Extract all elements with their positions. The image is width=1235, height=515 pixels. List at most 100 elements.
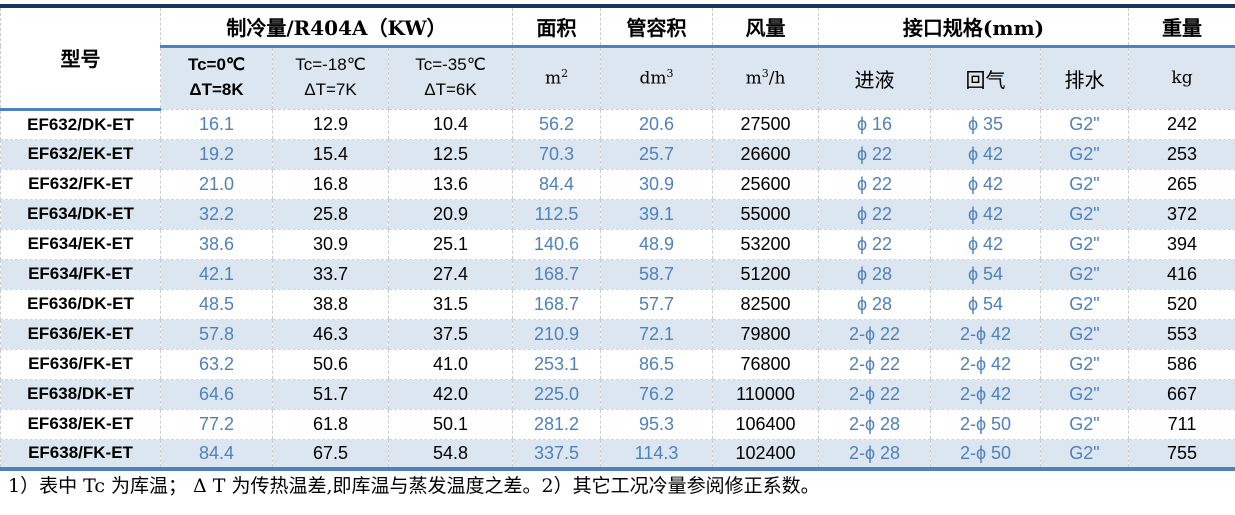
table-body: EF632/DK-ET 16.1 12.9 10.4 56.2 20.6 275…: [1, 109, 1235, 469]
drain-cell: G2": [1041, 259, 1129, 289]
cooling-tc35-cell: 54.8: [389, 439, 513, 469]
liquid-inlet-cell: 2-ϕ 28: [819, 409, 931, 439]
tube-unit-base: dm: [639, 69, 666, 89]
model-cell: EF638/DK-ET: [1, 379, 161, 409]
cooling-tc35-cell: 13.6: [389, 169, 513, 199]
model-cell: EF634/EK-ET: [1, 229, 161, 259]
area-unit-base: m: [545, 69, 561, 89]
gas-return-cell: ϕ 42: [931, 169, 1041, 199]
col-header-weight: 重量: [1129, 6, 1235, 46]
cooling-tc35-cell: 50.1: [389, 409, 513, 439]
drain-cell: G2": [1041, 439, 1129, 469]
liquid-inlet-cell: ϕ 22: [819, 169, 931, 199]
area-cell: 337.5: [513, 439, 601, 469]
subheader-air-flow-unit: m3/h: [713, 46, 819, 109]
cooling-tc0-cell: 21.0: [161, 169, 273, 199]
col-header-air-flow: 风量: [713, 6, 819, 46]
table-row: EF638/DK-ET 64.6 51.7 42.0 225.0 76.2 11…: [1, 379, 1235, 409]
cooling-tc0-cell: 48.5: [161, 289, 273, 319]
table-row: EF636/FK-ET 63.2 50.6 41.0 253.1 86.5 76…: [1, 349, 1235, 379]
tube-volume-cell: 114.3: [601, 439, 713, 469]
col-header-area: 面积: [513, 6, 601, 46]
cooling-tc18-cell: 12.9: [273, 109, 389, 139]
drain-cell: G2": [1041, 169, 1129, 199]
area-cell: 210.9: [513, 319, 601, 349]
air-flow-cell: 76800: [713, 349, 819, 379]
table-row: EF634/DK-ET 32.2 25.8 20.9 112.5 39.1 55…: [1, 199, 1235, 229]
cooling-tc35-cell: 25.1: [389, 229, 513, 259]
table-row: EF636/EK-ET 57.8 46.3 37.5 210.9 72.1 79…: [1, 319, 1235, 349]
tc18-line2: ΔT=7K: [275, 78, 386, 103]
cooling-tc35-cell: 37.5: [389, 319, 513, 349]
cooling-tc35-cell: 20.9: [389, 199, 513, 229]
drain-cell: G2": [1041, 139, 1129, 169]
tc18-line1: Tc=-18℃: [275, 53, 386, 78]
model-cell: EF638/FK-ET: [1, 439, 161, 469]
cooling-tc0-cell: 57.8: [161, 319, 273, 349]
subheader-tube-volume-unit: dm3: [601, 46, 713, 109]
drain-cell: G2": [1041, 379, 1129, 409]
liquid-inlet-cell: ϕ 28: [819, 289, 931, 319]
subheader-liquid-inlet: 进液: [819, 46, 931, 109]
col-header-interface-group: 接口规格(mm): [819, 6, 1129, 46]
cooling-tc18-cell: 15.4: [273, 139, 389, 169]
weight-cell: 711: [1129, 409, 1235, 439]
gas-return-cell: ϕ 35: [931, 109, 1041, 139]
gas-return-cell: 2-ϕ 50: [931, 409, 1041, 439]
spec-table: 型号 制冷量/R404A（KW） 面积 管容积 风量 接口规格(mm) 重量 T…: [0, 4, 1235, 471]
subheader-drain: 排水: [1041, 46, 1129, 109]
cooling-tc0-cell: 16.1: [161, 109, 273, 139]
area-cell: 140.6: [513, 229, 601, 259]
footnote: 1）表中 Tc 为库温； Δ T 为传热温差,即库温与蒸发温度之差。2）其它工况…: [0, 471, 1235, 502]
cooling-tc35-cell: 31.5: [389, 289, 513, 319]
liquid-inlet-cell: ϕ 22: [819, 139, 931, 169]
weight-cell: 394: [1129, 229, 1235, 259]
drain-cell: G2": [1041, 349, 1129, 379]
weight-cell: 242: [1129, 109, 1235, 139]
model-cell: EF634/FK-ET: [1, 259, 161, 289]
liquid-inlet-cell: ϕ 22: [819, 199, 931, 229]
liquid-inlet-cell: 2-ϕ 22: [819, 319, 931, 349]
cooling-tc35-cell: 41.0: [389, 349, 513, 379]
cooling-tc0-cell: 63.2: [161, 349, 273, 379]
liquid-inlet-cell: ϕ 28: [819, 259, 931, 289]
weight-cell: 253: [1129, 139, 1235, 169]
weight-cell: 416: [1129, 259, 1235, 289]
gas-return-cell: 2-ϕ 42: [931, 349, 1041, 379]
model-cell: EF636/DK-ET: [1, 289, 161, 319]
weight-cell: 667: [1129, 379, 1235, 409]
air-flow-cell: 106400: [713, 409, 819, 439]
col-header-cooling-group: 制冷量/R404A（KW）: [161, 6, 513, 46]
air-flow-cell: 55000: [713, 199, 819, 229]
cooling-tc35-cell: 42.0: [389, 379, 513, 409]
air-unit-suffix: /h: [769, 69, 786, 89]
table-row: EF638/EK-ET 77.2 61.8 50.1 281.2 95.3 10…: [1, 409, 1235, 439]
drain-cell: G2": [1041, 319, 1129, 349]
subheader-area-unit: m2: [513, 46, 601, 109]
gas-return-cell: ϕ 42: [931, 139, 1041, 169]
air-unit-base: m: [746, 69, 762, 89]
cooling-tc0-cell: 32.2: [161, 199, 273, 229]
col-header-tube-volume: 管容积: [601, 6, 713, 46]
area-cell: 281.2: [513, 409, 601, 439]
liquid-inlet-cell: 2-ϕ 22: [819, 349, 931, 379]
drain-cell: G2": [1041, 289, 1129, 319]
cooling-tc18-cell: 61.8: [273, 409, 389, 439]
tc0-line1: Tc=0℃: [163, 53, 270, 78]
liquid-inlet-cell: ϕ 22: [819, 229, 931, 259]
model-cell: EF634/DK-ET: [1, 199, 161, 229]
cooling-tc0-cell: 77.2: [161, 409, 273, 439]
table-row: EF634/FK-ET 42.1 33.7 27.4 168.7 58.7 51…: [1, 259, 1235, 289]
air-unit-sup: 3: [762, 67, 769, 80]
subheader-tc18: Tc=-18℃ ΔT=7K: [273, 46, 389, 109]
drain-cell: G2": [1041, 109, 1129, 139]
header-row-groups: 型号 制冷量/R404A（KW） 面积 管容积 风量 接口规格(mm) 重量: [1, 6, 1235, 46]
area-cell: 168.7: [513, 259, 601, 289]
gas-return-cell: ϕ 54: [931, 289, 1041, 319]
table-row: EF636/DK-ET 48.5 38.8 31.5 168.7 57.7 82…: [1, 289, 1235, 319]
tube-volume-cell: 30.9: [601, 169, 713, 199]
air-flow-cell: 27500: [713, 109, 819, 139]
table-row: EF638/FK-ET 84.4 67.5 54.8 337.5 114.3 1…: [1, 439, 1235, 469]
tube-volume-cell: 39.1: [601, 199, 713, 229]
model-cell: EF632/FK-ET: [1, 169, 161, 199]
